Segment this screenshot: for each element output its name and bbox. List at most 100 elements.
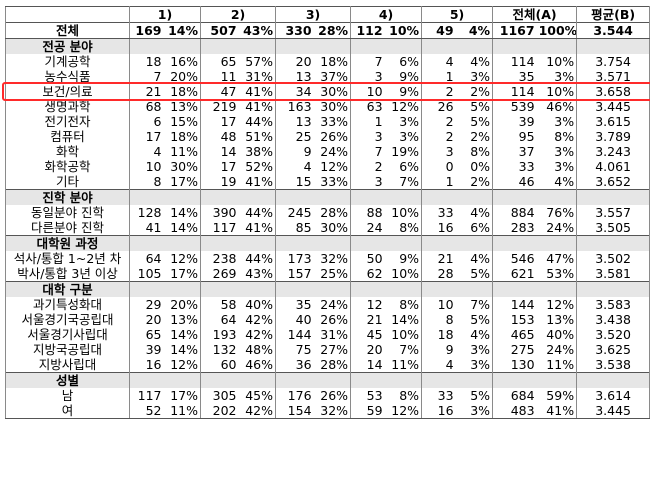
section-blank-cell bbox=[350, 235, 385, 251]
percent-cell: 3% bbox=[536, 114, 578, 129]
percent-cell: 30% bbox=[163, 159, 202, 174]
percent-cell: 3% bbox=[455, 357, 494, 373]
count-cell: 1167 bbox=[492, 22, 537, 39]
count-cell: 2 bbox=[350, 159, 385, 174]
count-cell: 20 bbox=[350, 342, 385, 357]
count-cell: 95 bbox=[492, 129, 537, 144]
percent-cell: 51% bbox=[238, 129, 277, 144]
count-cell: 269 bbox=[200, 266, 239, 282]
count-cell: 202 bbox=[200, 403, 239, 419]
section-blank-cell bbox=[455, 372, 494, 388]
section-blank-cell bbox=[350, 38, 385, 54]
row-label: 화학 bbox=[5, 144, 130, 159]
table-row: 지방사립대 16 12% 60 46% 36 28% 14 11% 4 3% 130 11% 3.538 bbox=[5, 357, 650, 373]
count-cell: 238 bbox=[200, 251, 239, 266]
percent-cell: 59% bbox=[536, 388, 578, 403]
count-cell: 9 bbox=[275, 144, 314, 159]
count-cell: 52 bbox=[129, 403, 164, 419]
percent-cell: 12% bbox=[313, 159, 352, 174]
percent-cell: 3% bbox=[455, 403, 494, 419]
count-cell: 2 bbox=[421, 114, 456, 129]
percent-cell: 2% bbox=[455, 84, 494, 99]
count-cell: 8 bbox=[129, 174, 164, 190]
row-label: 박사/통합 3년 이상 bbox=[5, 266, 130, 282]
count-cell: 173 bbox=[275, 251, 314, 266]
percent-cell: 10% bbox=[536, 54, 578, 69]
count-cell: 17 bbox=[200, 114, 239, 129]
table-row: 박사/통합 3년 이상 105 17% 269 43% 157 25% 62 10% 28 5% 62… bbox=[5, 266, 650, 282]
count-cell: 41 bbox=[129, 220, 164, 236]
section-blank-cell bbox=[492, 235, 537, 251]
section-header-row: 전공 분야 bbox=[5, 38, 650, 54]
percent-cell: 6% bbox=[455, 220, 494, 236]
table-row: 전기전자 6 15% 17 44% 13 33% 1 3% 2 5% 39 3% 3.615 bbox=[5, 114, 650, 129]
table-row: 지방국공립대 39 14% 132 48% 75 27% 20 7% 9 3% 275 24% 3.625 bbox=[5, 342, 650, 357]
count-cell: 34 bbox=[275, 84, 314, 99]
count-cell: 3 bbox=[350, 129, 385, 144]
percent-cell: 10% bbox=[384, 205, 423, 220]
count-cell: 29 bbox=[129, 297, 164, 312]
section-blank-cell bbox=[536, 235, 578, 251]
count-cell: 18 bbox=[421, 327, 456, 342]
percent-cell: 14% bbox=[163, 327, 202, 342]
count-cell: 144 bbox=[492, 297, 537, 312]
percent-cell: 0% bbox=[455, 159, 494, 174]
row-label: 기계공학 bbox=[5, 54, 130, 69]
percent-cell: 28% bbox=[313, 205, 352, 220]
count-cell: 16 bbox=[421, 220, 456, 236]
count-cell: 65 bbox=[200, 54, 239, 69]
percent-cell: 44% bbox=[238, 205, 277, 220]
count-cell: 21 bbox=[350, 312, 385, 327]
count-cell: 64 bbox=[129, 251, 164, 266]
percent-cell: 14% bbox=[163, 220, 202, 236]
percent-cell: 40% bbox=[238, 297, 277, 312]
percent-cell: 2% bbox=[455, 174, 494, 190]
section-blank-cell bbox=[163, 38, 202, 54]
count-cell: 46 bbox=[492, 174, 537, 190]
percent-cell: 4% bbox=[455, 251, 494, 266]
mean-cell: 3.614 bbox=[576, 388, 650, 403]
section-blank-cell bbox=[421, 235, 456, 251]
percent-cell: 3% bbox=[536, 69, 578, 84]
percent-cell: 52% bbox=[238, 159, 277, 174]
count-cell: 245 bbox=[275, 205, 314, 220]
table-body: 전체 169 14% 507 43% 330 28% 112 10% 49 4% 1167 100% 3.… bbox=[5, 22, 650, 419]
percent-cell: 5% bbox=[455, 114, 494, 129]
mean-cell: 3.445 bbox=[576, 99, 650, 114]
table-row: 화학 4 11% 14 38% 9 24% 7 19% 3 8% 37 3% 3.243 bbox=[5, 144, 650, 159]
count-cell: 26 bbox=[421, 99, 456, 114]
percent-cell: 44% bbox=[238, 251, 277, 266]
section-blank-cell bbox=[421, 281, 456, 297]
percent-cell: 14% bbox=[384, 312, 423, 327]
count-cell: 20 bbox=[275, 54, 314, 69]
percent-cell: 8% bbox=[384, 297, 423, 312]
count-cell: 132 bbox=[200, 342, 239, 357]
percent-cell: 38% bbox=[238, 144, 277, 159]
count-cell: 144 bbox=[275, 327, 314, 342]
percent-cell: 5% bbox=[455, 388, 494, 403]
count-cell: 621 bbox=[492, 266, 537, 282]
table-row: 석사/통합 1~2년 차 64 12% 238 44% 173 32% 50 9% 21 4% 546… bbox=[5, 251, 650, 266]
percent-cell: 42% bbox=[238, 403, 277, 419]
percent-cell: 17% bbox=[163, 266, 202, 282]
percent-cell: 46% bbox=[238, 357, 277, 373]
count-cell: 117 bbox=[129, 388, 164, 403]
percent-cell: 32% bbox=[313, 251, 352, 266]
count-cell: 16 bbox=[129, 357, 164, 373]
header-option-5: 5) bbox=[421, 6, 494, 23]
percent-cell: 48% bbox=[238, 342, 277, 357]
percent-cell: 8% bbox=[455, 144, 494, 159]
section-blank-cell bbox=[421, 38, 456, 54]
count-cell: 45 bbox=[350, 327, 385, 342]
percent-cell: 5% bbox=[455, 99, 494, 114]
section-title: 진학 분야 bbox=[5, 189, 130, 205]
row-label: 석사/통합 1~2년 차 bbox=[5, 251, 130, 266]
count-cell: 8 bbox=[421, 312, 456, 327]
row-label: 화학공학 bbox=[5, 159, 130, 174]
count-cell: 65 bbox=[129, 327, 164, 342]
row-label: 다른분야 진학 bbox=[5, 220, 130, 236]
count-cell: 219 bbox=[200, 99, 239, 114]
percent-cell: 4% bbox=[455, 327, 494, 342]
percent-cell: 41% bbox=[238, 174, 277, 190]
percent-cell: 18% bbox=[313, 54, 352, 69]
